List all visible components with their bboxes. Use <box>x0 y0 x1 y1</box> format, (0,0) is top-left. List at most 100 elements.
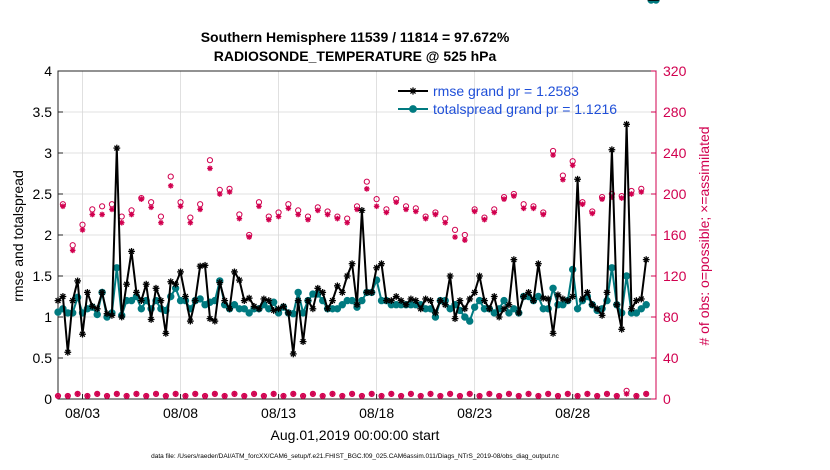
rmse-point <box>147 316 155 323</box>
rmse-point <box>54 297 62 304</box>
y-tick-label-left: 0.5 <box>33 350 53 366</box>
marker-stroke <box>113 145 120 151</box>
rmse-point <box>240 297 248 304</box>
marker-stroke <box>442 220 448 226</box>
rmse-point <box>348 260 356 268</box>
rmse-point <box>525 289 532 296</box>
marker-stroke <box>290 351 297 357</box>
marker-stroke <box>545 391 551 397</box>
marker-stroke <box>628 305 635 312</box>
totalspread-point <box>652 0 660 4</box>
y-tick-label-right: 0 <box>663 391 671 407</box>
obs-assimilated-point <box>65 393 71 399</box>
marker-stroke <box>594 393 600 399</box>
marker-stroke <box>629 191 634 197</box>
marker-stroke <box>285 310 292 316</box>
totalspread-point <box>470 303 479 311</box>
marker-stroke <box>579 296 586 302</box>
marker-stroke <box>575 393 581 399</box>
marker-stroke <box>535 260 542 267</box>
rmse-point <box>456 297 464 304</box>
rmse-point <box>304 297 312 304</box>
obs-assimilated-point <box>197 206 203 213</box>
rmse-point <box>167 278 175 286</box>
marker-stroke <box>314 285 321 292</box>
marker-stroke <box>178 203 183 209</box>
marker-stroke <box>482 217 487 223</box>
marker-stroke <box>423 216 429 222</box>
obs-assimilated-point <box>305 216 311 223</box>
rmse-point <box>245 294 253 302</box>
rmse-point <box>544 295 552 303</box>
rmse-point <box>554 291 562 299</box>
marker-stroke <box>638 296 645 302</box>
x-tick-label: 08/28 <box>555 405 590 421</box>
rmse-point <box>593 305 601 313</box>
marker-stroke <box>89 212 95 217</box>
obs-assimilated-point <box>207 165 213 172</box>
rmse-point <box>172 280 180 288</box>
obs-assimilated-point <box>114 391 120 397</box>
marker-stroke <box>477 393 482 399</box>
marker-stroke <box>555 291 561 298</box>
marker-stroke <box>300 393 306 399</box>
obs-assimilated-point <box>349 391 355 397</box>
marker-stroke <box>138 297 145 304</box>
marker-stroke <box>643 256 650 263</box>
rmse-point <box>579 295 586 303</box>
rmse-point <box>118 313 126 321</box>
obs-assimilated-point <box>408 391 414 397</box>
rmse-point <box>451 315 459 323</box>
marker-stroke <box>80 227 85 233</box>
obs-assimilated-point <box>226 189 233 195</box>
marker-stroke <box>251 391 257 397</box>
obs-assimilated-point <box>535 393 542 399</box>
rmse-point <box>373 264 381 272</box>
marker-stroke <box>256 203 262 209</box>
marker-stroke <box>413 208 419 214</box>
marker-stroke <box>128 248 135 255</box>
obs-assimilated-point <box>212 391 218 397</box>
marker-stroke <box>565 391 571 397</box>
marker-stroke <box>580 201 585 207</box>
obs-assimilated-point <box>628 191 635 197</box>
marker-stroke <box>496 314 503 320</box>
marker-stroke <box>329 297 336 304</box>
obs-assimilated-point <box>457 393 463 399</box>
rmse-point <box>618 325 626 333</box>
y-tick-label-right: 80 <box>663 309 679 325</box>
marker-stroke <box>409 87 417 95</box>
rmse-point <box>221 297 229 304</box>
obs-assimilated-point <box>94 391 101 397</box>
obs-assimilated-point <box>462 237 468 243</box>
marker-stroke <box>114 391 120 397</box>
obs-assimilated-point <box>138 196 145 202</box>
obs-possible-point <box>451 226 459 233</box>
marker-stroke <box>320 393 326 399</box>
marker-stroke <box>374 203 380 209</box>
x-tick-label: 08/13 <box>261 405 296 421</box>
obs-assimilated-point <box>275 213 282 220</box>
totalspread-point <box>549 284 557 292</box>
marker-stroke <box>202 262 208 269</box>
marker-stroke <box>94 305 101 312</box>
marker-stroke <box>168 183 174 189</box>
obs-assimilated-point <box>560 176 566 183</box>
rmse-point <box>397 297 405 304</box>
rmse-point <box>378 260 385 268</box>
marker-stroke <box>569 293 576 300</box>
rmse-point <box>206 315 214 323</box>
marker-stroke <box>643 391 649 397</box>
marker-stroke <box>281 393 286 399</box>
obs-assimilated-point <box>270 391 277 397</box>
marker-stroke <box>462 237 468 243</box>
rmse-point <box>235 276 243 284</box>
obs-assimilated-point <box>216 191 223 197</box>
rmse-point <box>123 280 131 288</box>
obs-assimilated-point <box>329 391 336 397</box>
marker-stroke <box>467 391 473 397</box>
obs-assimilated-point <box>143 393 150 399</box>
rmse-point <box>250 302 258 310</box>
obs-assimilated-point <box>417 393 424 399</box>
obs-assimilated-point <box>511 193 517 199</box>
